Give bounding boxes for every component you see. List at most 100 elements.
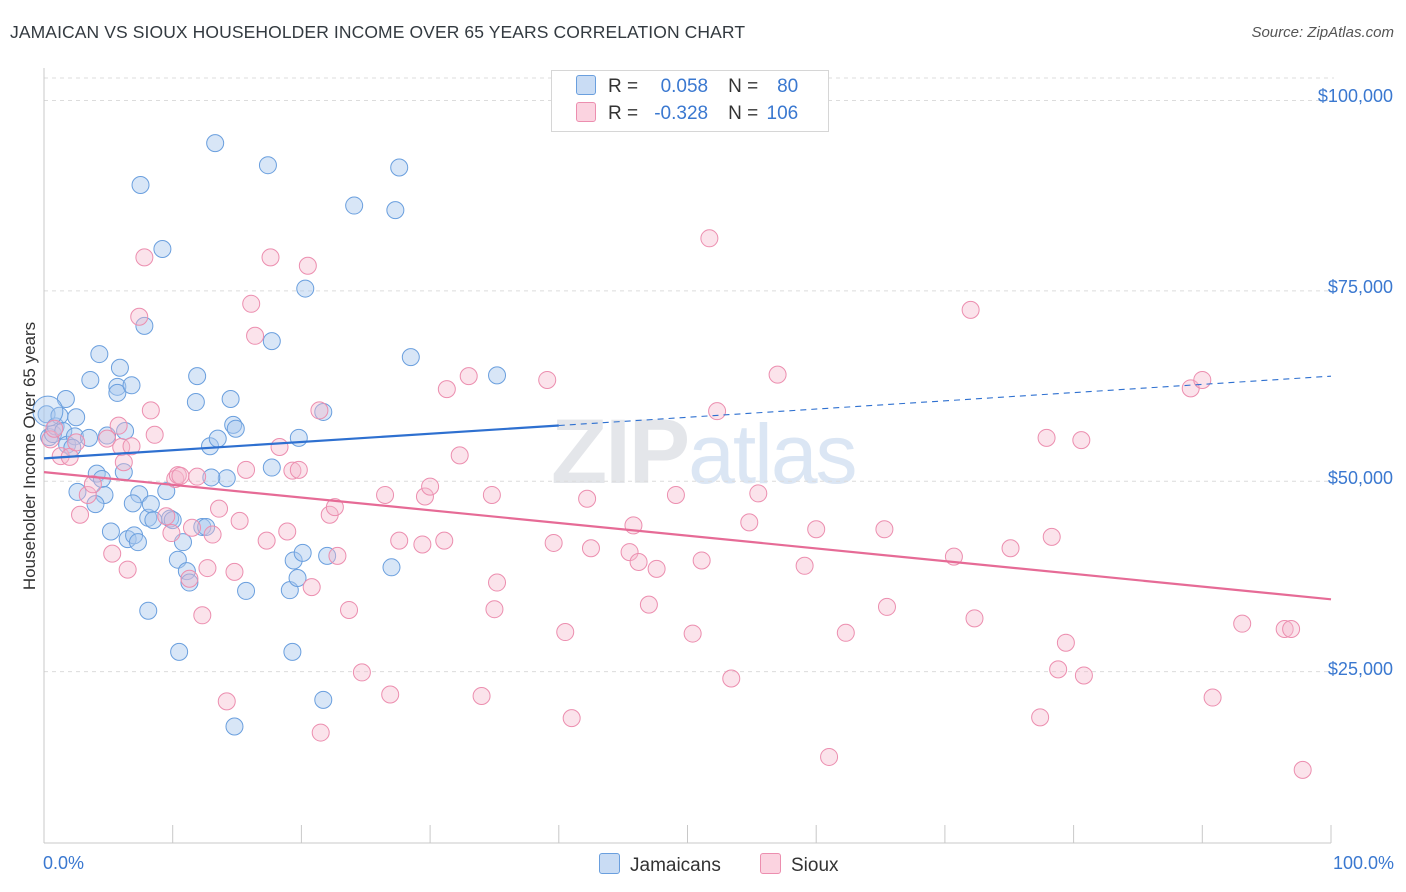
sioux-point bbox=[1031, 708, 1050, 727]
sioux-point bbox=[1193, 370, 1212, 389]
sioux-point bbox=[230, 511, 249, 530]
jamaican-point bbox=[318, 546, 337, 565]
legend-row-sioux: R = -0.328 N = 106 bbox=[576, 102, 798, 126]
sioux-point bbox=[1282, 619, 1301, 638]
sioux-point bbox=[298, 256, 317, 275]
jamaican-point bbox=[206, 134, 225, 153]
jamaican-point bbox=[157, 482, 176, 501]
jamaican-point bbox=[108, 383, 127, 402]
sioux-point bbox=[581, 539, 600, 558]
sioux-point bbox=[1233, 614, 1252, 633]
sioux-point bbox=[352, 663, 371, 682]
sioux-point bbox=[556, 623, 575, 642]
sioux-point bbox=[171, 466, 190, 485]
legend-item-jamaicans[interactable]: Jamaicans bbox=[599, 853, 721, 877]
sioux-point bbox=[78, 485, 97, 504]
sioux-point bbox=[83, 475, 102, 494]
sioux-point bbox=[629, 552, 648, 571]
y-tick-75000: $75,000 bbox=[1327, 277, 1393, 297]
jamaican-point bbox=[401, 348, 420, 367]
sioux-point bbox=[820, 747, 839, 766]
sioux-point bbox=[302, 578, 321, 597]
sioux-point bbox=[1293, 760, 1312, 779]
axes bbox=[43, 68, 1332, 844]
jamaican-point bbox=[258, 156, 277, 175]
sioux-point bbox=[965, 609, 984, 628]
jamaican-point bbox=[262, 458, 281, 477]
sioux-point bbox=[310, 401, 329, 420]
jamaican-point bbox=[293, 543, 312, 562]
jamaican-trend-extrapolation bbox=[558, 375, 1332, 427]
sioux-point bbox=[145, 425, 164, 444]
sioux-point bbox=[45, 419, 64, 438]
jamaican-point bbox=[382, 558, 401, 577]
sioux-point bbox=[1203, 688, 1222, 707]
legend-item-sioux[interactable]: Sioux bbox=[760, 853, 839, 877]
sioux-point bbox=[122, 437, 141, 456]
legend-row-jamaicans: R = 0.058 N = 80 bbox=[576, 75, 798, 99]
jamaican-point bbox=[225, 717, 244, 736]
jamaican-point bbox=[81, 370, 100, 389]
sioux-point bbox=[413, 535, 432, 554]
jamaican-point bbox=[488, 366, 507, 385]
sioux-point bbox=[198, 559, 217, 578]
sioux-point bbox=[270, 437, 289, 456]
sioux-point bbox=[390, 531, 409, 550]
sioux-point bbox=[877, 597, 896, 616]
jamaican-point bbox=[202, 468, 221, 487]
sioux-point bbox=[242, 294, 261, 313]
sioux-point bbox=[217, 692, 236, 711]
sioux-point bbox=[768, 365, 787, 384]
sioux-point bbox=[488, 573, 507, 592]
sioux-points bbox=[41, 229, 1312, 779]
gridlines bbox=[44, 77, 1334, 673]
sioux-point bbox=[237, 460, 256, 479]
sioux-point bbox=[749, 484, 768, 503]
sioux-point bbox=[311, 723, 330, 742]
jamaican-trend-line bbox=[43, 424, 559, 460]
sioux-point bbox=[183, 518, 202, 537]
series-legend: Jamaicans Sioux bbox=[0, 853, 1406, 877]
y-tick-25000: $25,000 bbox=[1327, 659, 1393, 679]
jamaican-point bbox=[289, 428, 308, 447]
sioux-point bbox=[112, 437, 131, 456]
sioux-point bbox=[722, 669, 741, 688]
jamaican-point bbox=[122, 376, 141, 395]
source-note: Source: ZipAtlas.com bbox=[1251, 24, 1394, 41]
jamaicans-points bbox=[32, 134, 507, 736]
jamaican-point bbox=[131, 175, 150, 194]
sioux-point bbox=[157, 507, 176, 526]
sioux-point bbox=[1042, 527, 1061, 546]
legend-n-label: N = bbox=[728, 103, 759, 124]
sioux-point bbox=[472, 687, 491, 706]
jamaican-point bbox=[221, 390, 240, 409]
legend-label-jamaicans: Jamaicans bbox=[630, 855, 721, 876]
sioux-point bbox=[162, 524, 181, 543]
sioux-point bbox=[435, 531, 454, 550]
sioux-point bbox=[114, 453, 133, 472]
sioux-point bbox=[118, 560, 137, 579]
jamaican-point-large bbox=[32, 395, 64, 427]
sioux-trend-line bbox=[43, 471, 1332, 601]
legend-r-label: R = bbox=[608, 76, 639, 97]
x-tick-min: 0.0% bbox=[43, 853, 85, 873]
sioux-point bbox=[98, 429, 117, 448]
sioux-point bbox=[807, 520, 826, 539]
sioux-point bbox=[836, 623, 855, 642]
sioux-point bbox=[459, 367, 478, 386]
sioux-point bbox=[376, 485, 395, 504]
y-axis-label: Householder Income Over 65 years bbox=[20, 321, 39, 591]
jamaican-point bbox=[68, 482, 87, 501]
jamaican-point bbox=[86, 495, 105, 514]
y-tick-100000: $100,000 bbox=[1317, 86, 1393, 106]
jamaican-point bbox=[65, 427, 84, 446]
jamaican-point bbox=[197, 517, 216, 536]
jamaican-point bbox=[108, 377, 127, 396]
sioux-point bbox=[188, 467, 207, 486]
sioux-point bbox=[1072, 431, 1091, 450]
sioux-point bbox=[544, 533, 563, 552]
sioux-point bbox=[109, 416, 128, 435]
sioux-point bbox=[639, 595, 658, 614]
legend-n-value: 106 bbox=[766, 103, 799, 124]
sioux-point bbox=[647, 559, 666, 578]
